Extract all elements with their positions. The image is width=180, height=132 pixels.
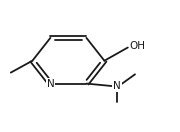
Text: OH: OH (130, 41, 146, 51)
Text: N: N (113, 81, 121, 91)
Text: N: N (46, 79, 54, 89)
